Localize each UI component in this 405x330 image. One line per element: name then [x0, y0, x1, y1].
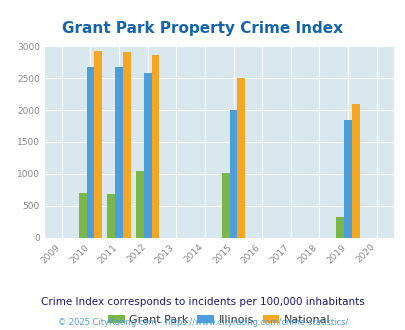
- Bar: [107, 194, 115, 238]
- Text: © 2025 CityRating.com - https://www.cityrating.com/crime-statistics/: © 2025 CityRating.com - https://www.city…: [58, 318, 347, 327]
- Bar: [123, 52, 130, 238]
- Bar: [237, 78, 245, 238]
- Bar: [229, 110, 237, 238]
- Bar: [143, 73, 151, 238]
- Bar: [86, 67, 94, 238]
- Bar: [351, 104, 359, 238]
- Bar: [79, 193, 86, 238]
- Legend: Grant Park, Illinois, National: Grant Park, Illinois, National: [103, 310, 334, 329]
- Text: Crime Index corresponds to incidents per 100,000 inhabitants: Crime Index corresponds to incidents per…: [41, 297, 364, 307]
- Bar: [115, 67, 123, 238]
- Bar: [94, 51, 102, 238]
- Bar: [343, 119, 351, 238]
- Bar: [151, 55, 159, 238]
- Bar: [336, 216, 343, 238]
- Bar: [136, 171, 143, 238]
- Text: Grant Park Property Crime Index: Grant Park Property Crime Index: [62, 21, 343, 36]
- Bar: [222, 173, 229, 238]
